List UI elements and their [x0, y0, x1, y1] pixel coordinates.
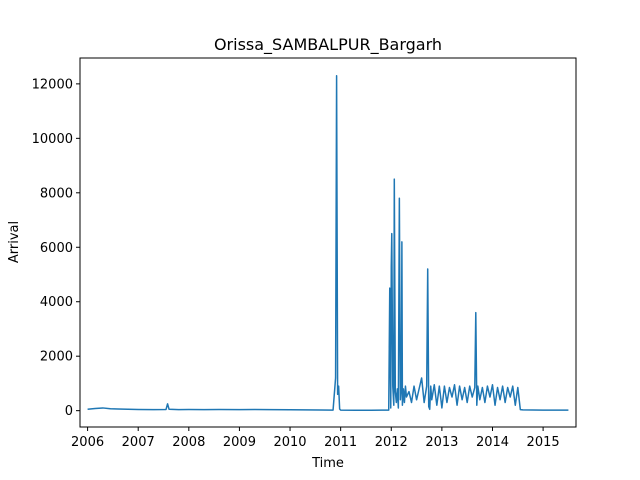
x-axis: 2006 2007 2008 2009 2010 2011 2012 2013 2014 2015 — [71, 427, 560, 450]
series-line — [87, 74, 569, 411]
y-axis: 0 2000 4000 6000 8000 10000 12000 — [32, 77, 80, 419]
x-tick-label: 2008 — [172, 435, 205, 450]
x-tick-label: 2013 — [425, 435, 458, 450]
x-tick-label: 2015 — [527, 435, 560, 450]
y-tick-label: 0 — [65, 404, 73, 419]
y-tick-label: 4000 — [40, 295, 73, 310]
y-axis-label: Arrival — [7, 221, 22, 263]
x-axis-label: Time — [311, 456, 344, 471]
y-tick-label: 6000 — [40, 241, 73, 256]
y-tick-label: 10000 — [32, 132, 73, 147]
y-tick-label: 2000 — [40, 350, 73, 365]
x-tick-label: 2010 — [273, 435, 306, 450]
x-tick-label: 2006 — [71, 435, 104, 450]
plot-area — [87, 74, 569, 411]
chart-title: Orissa_SAMBALPUR_Bargarh — [214, 35, 442, 55]
x-tick-label: 2012 — [375, 435, 408, 450]
x-tick-label: 2011 — [324, 435, 357, 450]
y-tick-label: 12000 — [32, 77, 73, 92]
y-tick-label: 8000 — [40, 186, 73, 201]
x-tick-label: 2014 — [476, 435, 509, 450]
x-tick-label: 2009 — [223, 435, 256, 450]
axes-frame — [79, 57, 577, 428]
x-tick-label: 2007 — [122, 435, 155, 450]
